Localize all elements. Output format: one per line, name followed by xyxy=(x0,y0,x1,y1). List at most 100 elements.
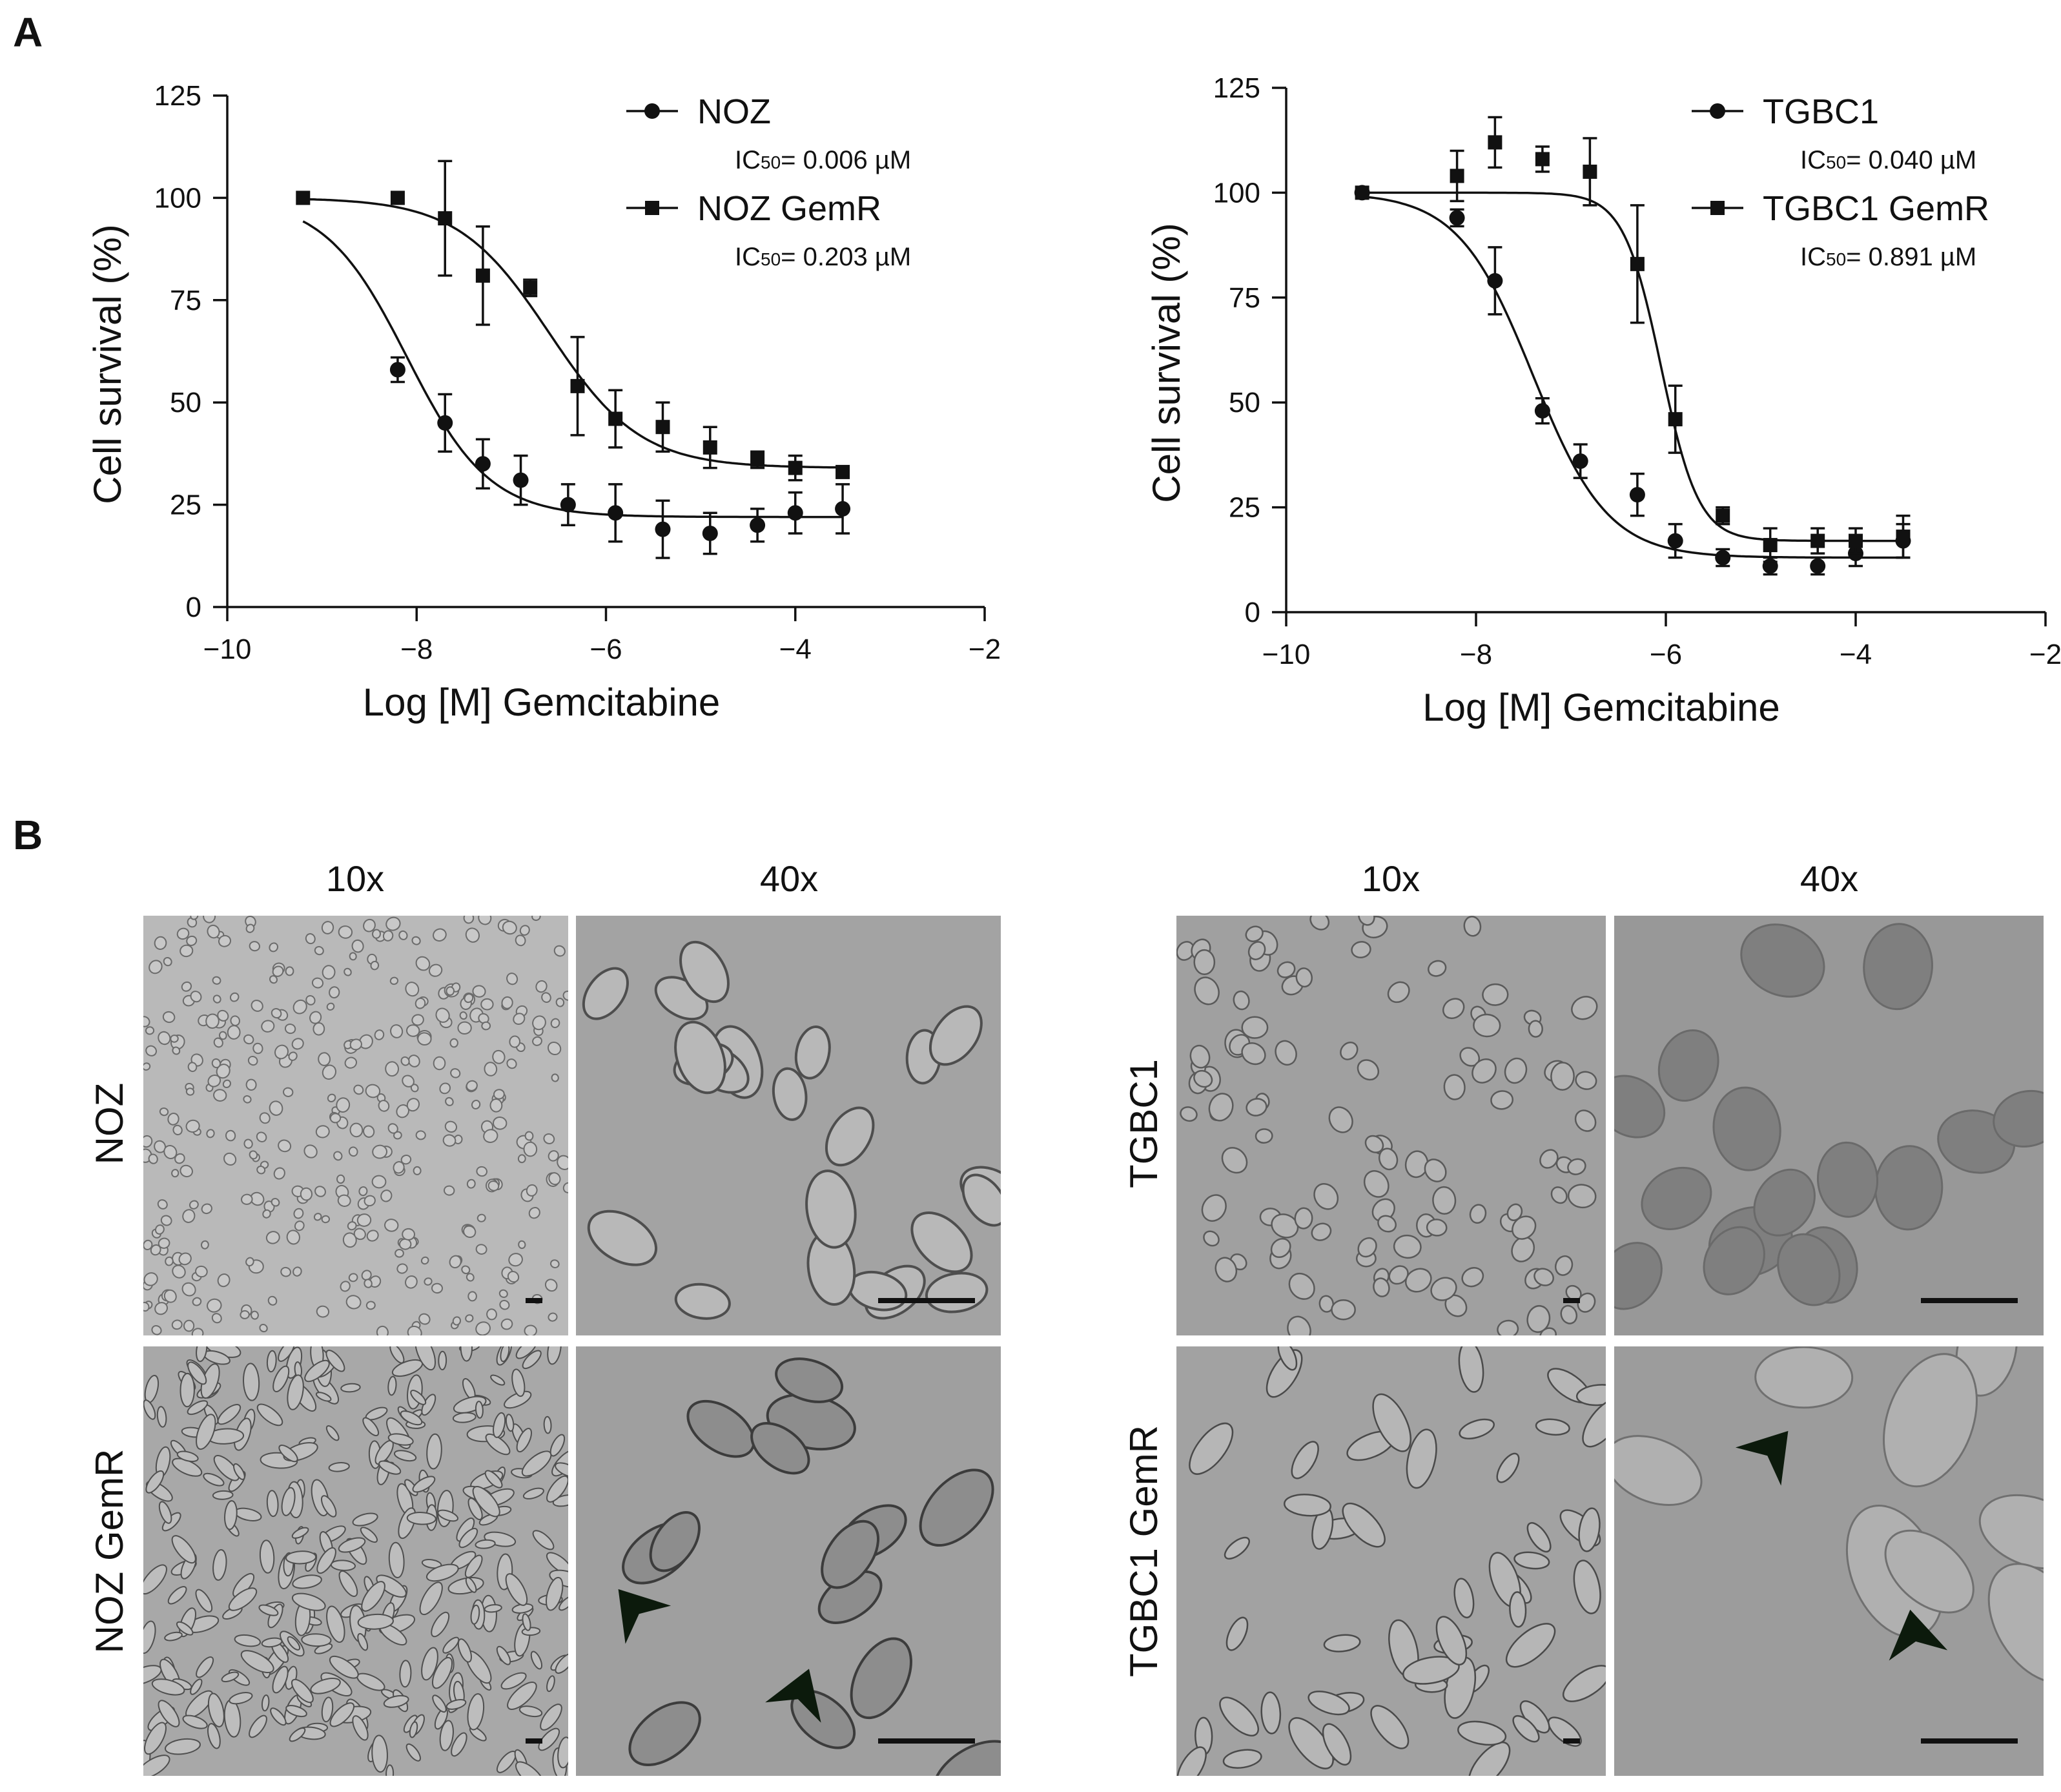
cell xyxy=(825,1106,875,1167)
cell xyxy=(1461,1267,1484,1288)
cell xyxy=(388,1541,405,1579)
data-point-square xyxy=(438,211,453,226)
cell xyxy=(475,1401,484,1419)
cell xyxy=(1526,1304,1551,1334)
cell xyxy=(508,1253,523,1267)
cell xyxy=(363,918,376,932)
cell xyxy=(1357,1059,1380,1081)
cell xyxy=(1863,923,1933,1011)
cell xyxy=(459,1011,467,1020)
cell xyxy=(160,1215,172,1226)
x-tick-label: −8 xyxy=(400,633,433,665)
cell xyxy=(393,1161,405,1174)
cell xyxy=(411,936,421,945)
cell xyxy=(196,1414,216,1450)
cell xyxy=(340,1383,361,1393)
legend-entry: NOZ GemR IC50= 0.203 µM xyxy=(626,189,911,271)
cell xyxy=(1513,1551,1550,1570)
cell xyxy=(524,1324,537,1335)
cell xyxy=(170,1035,179,1043)
legend-series-name: NOZ GemR xyxy=(697,189,881,228)
cell xyxy=(234,1634,261,1647)
cell xyxy=(278,1139,292,1153)
legend-marker-circle xyxy=(1710,103,1725,119)
cell xyxy=(164,1631,183,1642)
cell xyxy=(1271,1213,1299,1239)
cell xyxy=(212,976,221,985)
cell xyxy=(229,1692,253,1705)
data-point-square xyxy=(836,464,850,479)
cell xyxy=(442,1134,456,1147)
cell xyxy=(1442,998,1465,1020)
cell xyxy=(212,1490,234,1500)
cell xyxy=(314,945,324,956)
cell xyxy=(1309,916,1330,931)
cell xyxy=(338,1537,366,1553)
cell xyxy=(365,1301,376,1310)
cell xyxy=(1506,1203,1523,1221)
cell xyxy=(261,1637,283,1648)
cell xyxy=(411,1014,424,1026)
cell xyxy=(143,1135,153,1148)
cell xyxy=(475,1539,496,1549)
data-point-circle xyxy=(1667,533,1683,549)
cell xyxy=(480,998,494,1011)
x-tick-label: −2 xyxy=(969,633,1001,665)
cell xyxy=(272,1365,290,1392)
cell xyxy=(376,1325,389,1335)
cell xyxy=(485,1433,511,1456)
cell xyxy=(557,1736,568,1769)
cell xyxy=(249,941,260,952)
cell xyxy=(439,1720,454,1751)
data-point-square xyxy=(570,378,585,393)
cell xyxy=(458,1527,478,1549)
cell xyxy=(1740,923,1825,998)
cell xyxy=(465,1577,477,1593)
cell xyxy=(221,1671,240,1683)
magnification-label-10x: 10x xyxy=(1362,858,1420,899)
cell xyxy=(472,1486,500,1518)
cell xyxy=(438,1350,447,1370)
cell xyxy=(224,1500,238,1530)
cell xyxy=(1428,960,1447,977)
cell xyxy=(1222,1749,1262,1769)
scale-bar xyxy=(1921,1298,2018,1303)
cell xyxy=(249,1715,267,1738)
cell xyxy=(1221,1147,1248,1174)
cell xyxy=(1468,1742,1511,1776)
cell xyxy=(1307,1690,1350,1716)
cell xyxy=(1424,1159,1447,1182)
cell xyxy=(489,1098,503,1113)
cell xyxy=(281,1487,296,1516)
cell xyxy=(466,1080,478,1091)
cell xyxy=(336,1174,345,1184)
cell xyxy=(243,1138,253,1149)
cell xyxy=(433,928,447,942)
cell xyxy=(143,1755,170,1776)
cell xyxy=(179,944,194,958)
cell xyxy=(437,1509,459,1522)
cell xyxy=(158,1031,171,1045)
cell xyxy=(1393,1234,1422,1259)
cell xyxy=(467,1693,485,1731)
cell xyxy=(464,1554,483,1578)
cell xyxy=(256,1131,267,1142)
cell xyxy=(340,1281,351,1292)
cell xyxy=(144,1722,167,1755)
cell xyxy=(243,1095,252,1104)
cell xyxy=(185,1119,200,1133)
cell xyxy=(181,981,192,992)
cell xyxy=(143,1016,150,1027)
cell xyxy=(313,1213,322,1221)
cell xyxy=(278,1346,295,1362)
cell xyxy=(1539,1149,1559,1169)
cell xyxy=(273,1167,285,1180)
cell xyxy=(310,1678,341,1694)
cell xyxy=(928,1005,983,1066)
cell xyxy=(351,939,364,953)
cell xyxy=(515,934,526,947)
cell xyxy=(378,1100,390,1112)
cell xyxy=(402,1075,415,1087)
cell xyxy=(176,1450,199,1463)
cell xyxy=(371,1735,388,1773)
